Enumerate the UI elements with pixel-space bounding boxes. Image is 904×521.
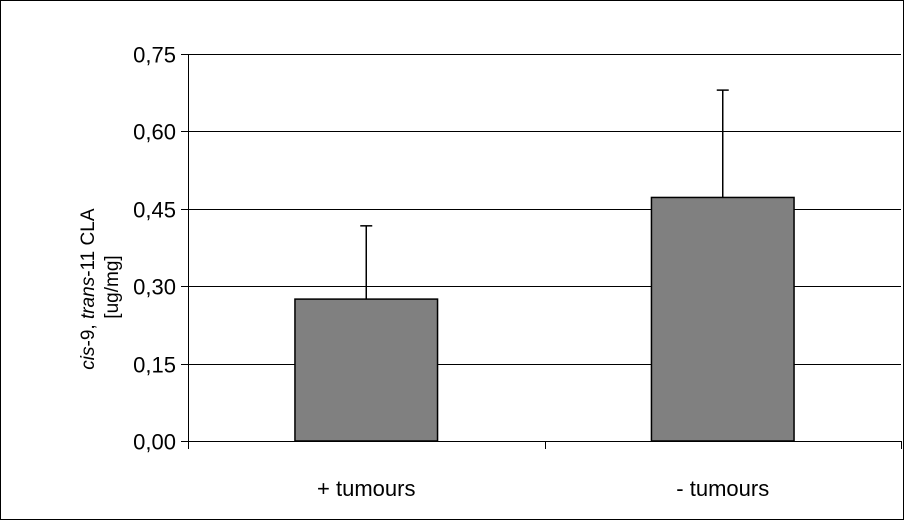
y-tick-label: 0,45 bbox=[133, 198, 176, 223]
y-label-9: -9, bbox=[78, 319, 99, 346]
error-bars bbox=[360, 89, 729, 300]
y-axis-label-line2: [ug/mg] bbox=[102, 255, 123, 318]
bar bbox=[294, 298, 439, 442]
x-category-label: + tumours bbox=[317, 476, 415, 501]
x-category-label: - tumours bbox=[676, 476, 769, 501]
y-tick-label: 0,60 bbox=[133, 120, 176, 145]
y-tick-label: 0,00 bbox=[133, 430, 176, 455]
y-tick-label: 0,30 bbox=[133, 275, 176, 300]
bars bbox=[294, 196, 795, 442]
y-label-cis: cis bbox=[78, 346, 99, 370]
y-axis-label-line1: cis-9, trans-11 CLA bbox=[78, 208, 99, 370]
y-axis-label: cis-9, trans-11 CLA [ug/mg] bbox=[78, 204, 123, 369]
y-label-trans: trans bbox=[78, 276, 99, 319]
y-tick-label: 0,75 bbox=[133, 43, 176, 68]
bar bbox=[650, 196, 795, 442]
y-label-11cla: -11 CLA bbox=[78, 208, 99, 277]
y-tick-label: 0,15 bbox=[133, 353, 176, 378]
y-tick-labels: 0,00 0,15 0,30 0,45 0,60 0,75 bbox=[133, 43, 176, 455]
x-category-labels: + tumours - tumours bbox=[317, 476, 769, 501]
